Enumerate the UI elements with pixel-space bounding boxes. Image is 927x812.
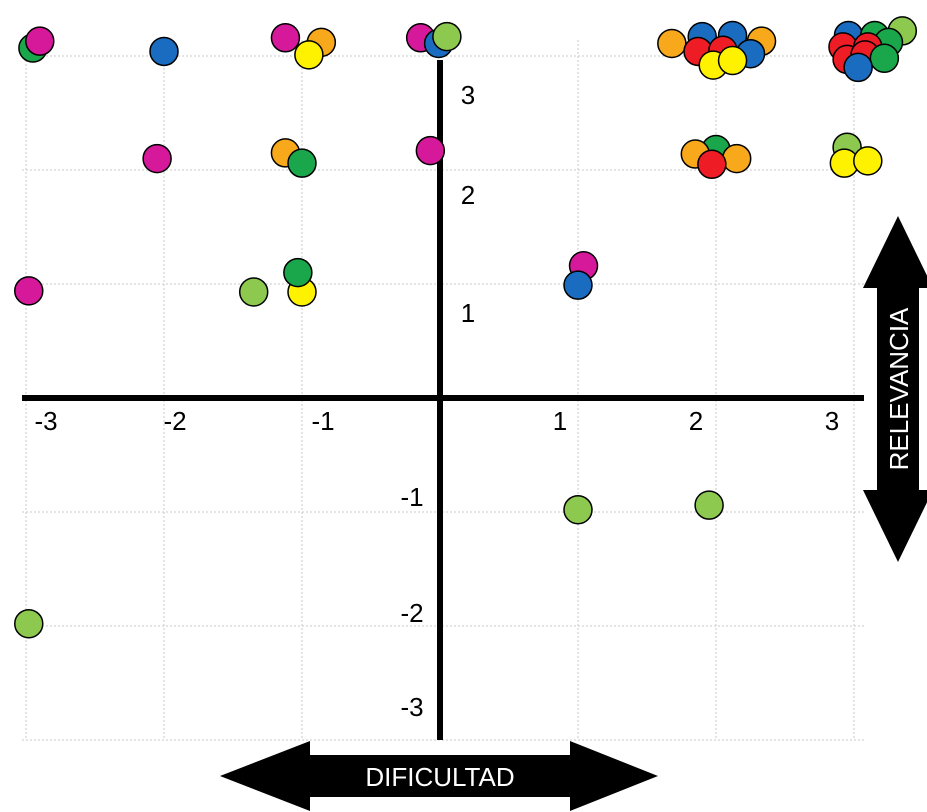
data-point-green — [283, 257, 313, 288]
data-point-orange — [721, 143, 752, 174]
x-tick-label: -1 — [311, 406, 334, 436]
data-point-light-green — [432, 21, 462, 52]
data-point-light-green — [694, 490, 724, 520]
y-tick-label: 3 — [461, 80, 475, 110]
y-tick-label: 1 — [461, 298, 475, 328]
x-tick-label: 2 — [689, 406, 703, 436]
y-axis-label: RELEVANCIA — [884, 307, 914, 470]
y-tick-label: -2 — [400, 598, 423, 628]
x-axis-label: DIFICULTAD — [365, 762, 514, 792]
data-point-orange — [657, 28, 687, 59]
x-tick-labels: -3 -2 -1 1 2 3 — [34, 406, 839, 436]
data-point-green — [869, 43, 900, 74]
x-tick-label: -3 — [34, 406, 57, 436]
data-point-red — [697, 149, 727, 180]
double-arrow-vertical-icon — [863, 216, 927, 562]
data-point-blue — [843, 52, 873, 83]
data-point-yellow — [294, 40, 324, 70]
data-point-blue — [563, 270, 593, 300]
data-point-light-green — [563, 494, 593, 525]
data-point-blue — [149, 36, 179, 67]
y-tick-label: 2 — [461, 180, 475, 210]
data-point-green — [287, 148, 317, 178]
x-tick-label: 1 — [553, 406, 567, 436]
x-tick-label: 3 — [825, 406, 839, 436]
data-point-magenta — [25, 26, 55, 56]
data-point-yellow — [717, 45, 748, 76]
double-arrow-horizontal-icon — [220, 741, 658, 811]
data-point-magenta — [415, 135, 446, 166]
data-points — [14, 16, 918, 639]
y-tick-label: -3 — [400, 692, 423, 722]
data-point-magenta — [270, 23, 301, 53]
y-tick-labels: 3 2 1 -1 -2 -3 — [400, 80, 475, 722]
data-point-magenta — [14, 276, 44, 306]
data-point-light-green — [14, 608, 44, 639]
data-point-yellow — [853, 146, 883, 176]
y-tick-label: -1 — [400, 482, 423, 512]
data-point-light-green — [238, 277, 269, 307]
dificultad-arrow: DIFICULTAD — [220, 741, 658, 811]
relevancia-arrow: RELEVANCIA — [863, 216, 927, 562]
x-tick-label: -2 — [163, 406, 186, 436]
data-point-magenta — [142, 143, 172, 174]
